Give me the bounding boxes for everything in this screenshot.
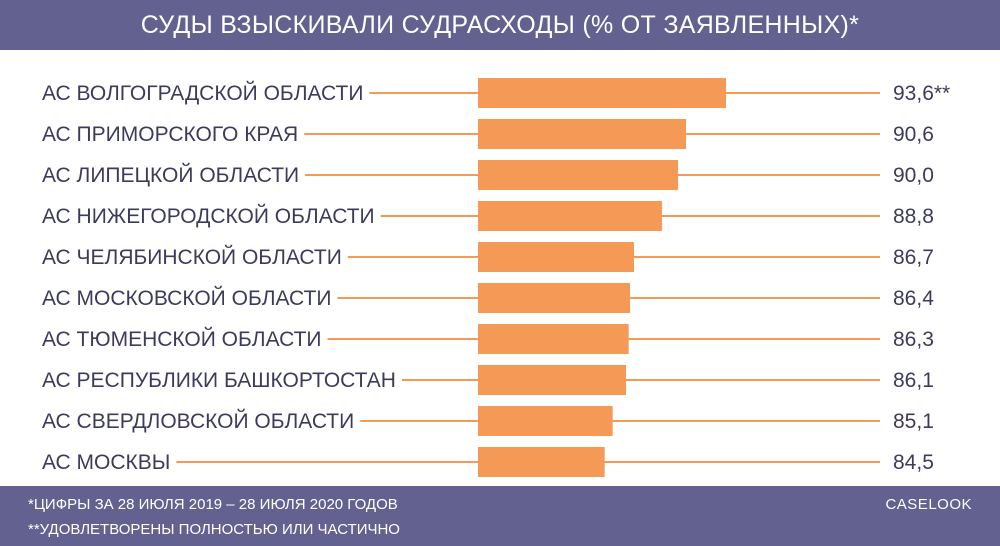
value-label: 90,0 xyxy=(893,164,934,187)
bar xyxy=(478,160,678,190)
footer: *ЦИФРЫ ЗА 28 ИЮЛЯ 2019 – 28 ИЮЛЯ 2020 ГО… xyxy=(0,486,1000,546)
category-label: АС ЛИПЕЦКОЙ ОБЛАСТИ xyxy=(42,163,299,187)
category-label: АС ЧЕЛЯБИНСКОЙ ОБЛАСТИ xyxy=(42,245,342,269)
value-label: 88,8 xyxy=(893,205,934,228)
brand-caselook: CASELOOK xyxy=(885,496,972,513)
bar xyxy=(478,78,726,108)
category-label: АС ВОЛГОГРАДСКОЙ ОБЛАСТИ xyxy=(42,81,363,105)
category-label: АС НИЖЕГОРОДСКОЙ ОБЛАСТИ xyxy=(42,204,375,228)
bar xyxy=(478,324,629,354)
chart-area: АС ВОЛГОГРАДСКОЙ ОБЛАСТИ 93,6** АС ПРИМОРС… xyxy=(0,50,1000,486)
bar xyxy=(478,447,605,477)
category-label: АС ТЮМЕНСКОЙ ОБЛАСТИ xyxy=(42,327,322,351)
bar-chart: АС ВОЛГОГРАДСКОЙ ОБЛАСТИ 93,6** АС ПРИМОРС… xyxy=(42,78,950,477)
category-label: АС ПРИМОРСКОГО КРАЯ xyxy=(42,123,298,146)
bar xyxy=(478,283,630,313)
bar xyxy=(478,242,634,272)
value-label: 85,1 xyxy=(893,410,934,433)
chart-title: СУДЫ ВЗЫСКИВАЛИ СУДРАСХОДЫ (% ОТ ЗАЯВЛЕН… xyxy=(140,10,860,39)
bar xyxy=(478,365,626,395)
header: СУДЫ ВЗЫСКИВАЛИ СУДРАСХОДЫ (% ОТ ЗАЯВЛЕН… xyxy=(0,0,1000,50)
value-label: 90,6 xyxy=(893,123,934,146)
bar xyxy=(478,201,662,231)
footnote-period: *ЦИФРЫ ЗА 28 ИЮЛЯ 2019 – 28 ИЮЛЯ 2020 ГО… xyxy=(28,496,398,513)
value-label: 93,6** xyxy=(893,82,950,105)
category-label: АС МОСКОВСКОЙ ОБЛАСТИ xyxy=(42,286,331,310)
category-label: АС СВЕРДЛОВСКОЙ ОБЛАСТИ xyxy=(42,409,354,433)
footnote-satisfied: **УДОВЛЕТВОРЕНЫ ПОЛНОСТЬЮ ИЛИ ЧАСТИЧНО xyxy=(28,521,400,538)
category-label: АС РЕСПУБЛИКИ БАШКОРТОСТАН xyxy=(42,369,396,392)
value-label: 86,3 xyxy=(893,328,934,351)
category-label: АС МОСКВЫ xyxy=(42,451,170,474)
value-label: 86,7 xyxy=(893,246,934,269)
value-label: 86,1 xyxy=(893,369,934,392)
bar xyxy=(478,119,686,149)
value-label: 86,4 xyxy=(893,287,934,310)
bar xyxy=(478,406,613,436)
value-label: 84,5 xyxy=(893,451,934,474)
